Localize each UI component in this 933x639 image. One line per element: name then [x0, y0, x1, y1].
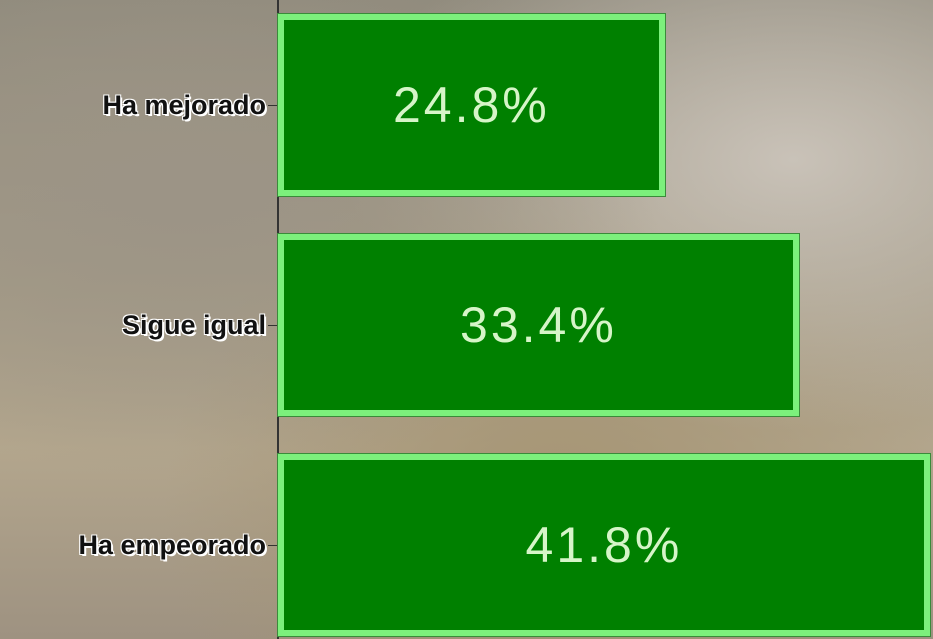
bar: 41.8% — [278, 454, 930, 636]
y-tick-label: Sigue igual — [0, 308, 266, 342]
y-tick-label: Ha mejorado — [0, 88, 266, 122]
bar: 33.4% — [278, 234, 799, 416]
value-label: 33.4% — [284, 296, 793, 354]
value-label: 24.8% — [284, 76, 659, 134]
y-tick-label: Ha empeorado — [0, 528, 266, 562]
bar: 24.8% — [278, 14, 665, 196]
chart: Ha mejorado 24.8% Sigue igual 33.4% Ha empeo… — [0, 0, 933, 639]
value-label: 41.8% — [284, 516, 924, 574]
